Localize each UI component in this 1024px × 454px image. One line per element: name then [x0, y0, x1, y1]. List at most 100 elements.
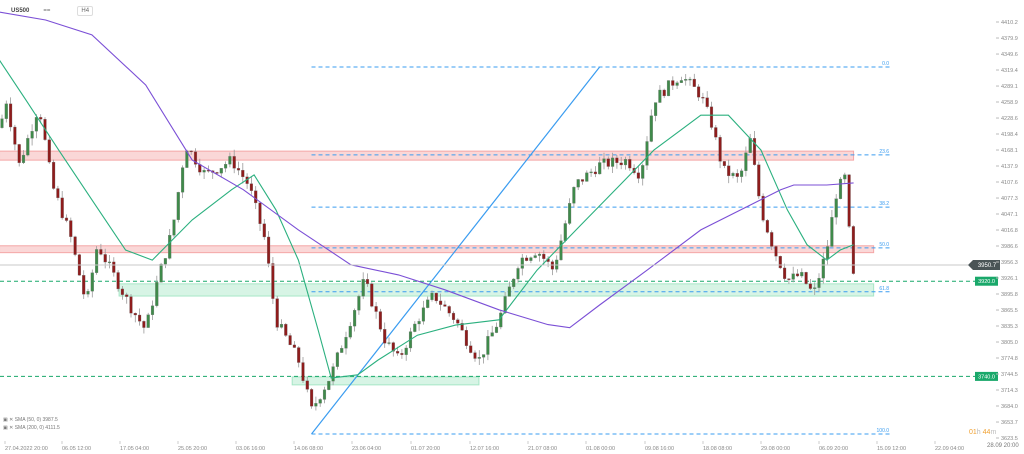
candle-body [477, 357, 481, 359]
candle-body [576, 179, 580, 188]
x-tick-label: 17.05 04:00 [120, 446, 149, 452]
symbol-label[interactable]: US500 [11, 8, 30, 14]
candle [353, 308, 357, 332]
candle-body [688, 78, 692, 81]
candle-body [593, 171, 597, 175]
candle-body [473, 352, 477, 359]
candle-body [310, 389, 314, 407]
candle [387, 337, 391, 346]
y-tick-label: 4289.1 [1001, 84, 1018, 90]
x-tick-label: 29.08 00:00 [761, 446, 790, 452]
candle [602, 152, 606, 170]
candle-body [26, 138, 30, 156]
candle-body [838, 178, 843, 199]
x-tick-label: 12.07 16:00 [470, 446, 499, 452]
candle-body [464, 330, 468, 346]
y-tick-label: 4137.9 [1001, 164, 1018, 170]
y-tick-label: 4168.1 [1001, 148, 1018, 154]
candle [688, 76, 692, 86]
candle [47, 136, 51, 164]
candle [361, 272, 365, 300]
candle [525, 255, 529, 262]
candle [464, 326, 468, 350]
chart-type-selector[interactable]: == [43, 8, 51, 14]
zone-support-3 [291, 376, 480, 386]
candle [267, 231, 271, 268]
candle-body [146, 314, 150, 328]
candle-body [120, 288, 124, 295]
candle-body [499, 312, 503, 328]
candle-body [533, 255, 537, 258]
candle [494, 322, 499, 334]
candle [658, 85, 662, 103]
candle-body [847, 174, 851, 227]
candle-body [301, 362, 305, 381]
candle [34, 114, 38, 139]
candle [378, 308, 382, 332]
candle-body [86, 291, 90, 295]
candle-body [176, 192, 180, 220]
candle-body [580, 179, 585, 182]
interval-selector[interactable]: H4 [77, 6, 94, 16]
candle [838, 177, 843, 200]
x-tick-label: 23.06 04:00 [352, 446, 381, 452]
candle [374, 302, 378, 319]
candle-body [396, 351, 400, 354]
candle [555, 255, 559, 273]
candle [17, 143, 21, 167]
candle-body [520, 257, 524, 269]
candle-body [288, 335, 292, 346]
candle-body [671, 80, 675, 86]
candle-body [761, 195, 765, 221]
candle [13, 124, 17, 151]
candle-body [30, 131, 34, 139]
candle [365, 273, 370, 287]
candle [778, 255, 782, 270]
candle [310, 388, 314, 409]
candle [611, 152, 615, 173]
candle-body [619, 162, 623, 166]
candle [26, 134, 30, 157]
candle-body [258, 202, 262, 224]
candle [125, 292, 129, 304]
candle [60, 191, 64, 220]
candle-body [434, 292, 438, 302]
candle [163, 258, 167, 269]
candle [666, 80, 671, 97]
candle [439, 293, 443, 311]
candle-body [125, 294, 129, 297]
candle [499, 310, 503, 330]
candle [86, 288, 90, 298]
candle [292, 341, 296, 348]
candle [722, 161, 726, 169]
candle [64, 214, 69, 223]
candle-body [804, 272, 808, 284]
candle-body [34, 117, 38, 132]
candle-body [90, 272, 94, 292]
sma200-line [0, 11, 854, 329]
candle [606, 156, 610, 170]
candle-body [830, 217, 834, 247]
legend-sma200[interactable]: ▣ ✕ SMA (200, 0) 4111.5 [3, 425, 60, 431]
candle-body [107, 261, 112, 264]
candle-body [834, 198, 838, 218]
legend-sma50[interactable]: ▣ ✕ SMA (50, 0) 3987.5 [3, 417, 58, 423]
candle [757, 161, 761, 199]
candle [224, 161, 228, 173]
candle [580, 179, 585, 185]
candle [834, 194, 838, 225]
candle-body [675, 82, 679, 86]
candle [142, 320, 146, 334]
candle-body [628, 159, 632, 169]
candle [576, 178, 580, 191]
y-tick-label: 4410.2 [1001, 20, 1018, 26]
candle-body [529, 257, 533, 261]
candle-body [641, 165, 645, 179]
candle [649, 109, 653, 143]
candle [701, 92, 705, 104]
candle [129, 293, 133, 318]
y-tick-label: 3805.0 [1001, 340, 1018, 346]
candle [146, 312, 150, 328]
candle-body [507, 286, 511, 297]
